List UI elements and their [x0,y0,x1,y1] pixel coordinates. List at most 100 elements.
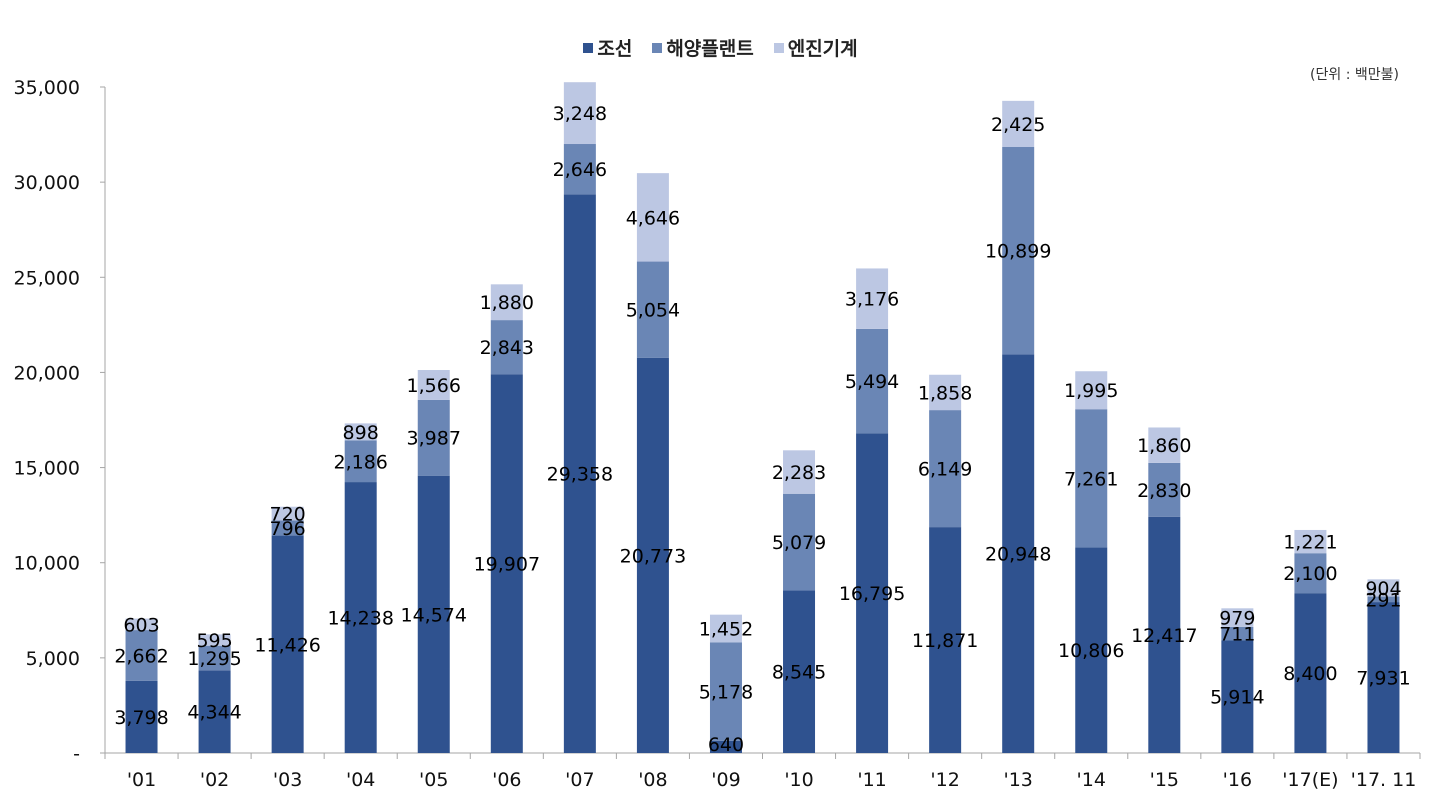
bar-segment [1148,427,1181,463]
bar-segment [271,520,304,536]
bar-segment [417,475,450,753]
x-tick-label: '08 [638,769,667,791]
data-label: 7,931 [1356,668,1410,690]
x-tick-label: '15 [1150,769,1179,791]
data-label: 14,238 [327,608,393,630]
bar-segment [490,320,523,375]
data-label: 720 [270,504,306,526]
unit-label: (단위 : 백만불) [1310,67,1399,83]
bar-segment [1148,462,1181,517]
data-label: 16,795 [839,583,905,605]
bar-segment [1075,409,1108,548]
legend-label: 조선 [597,38,633,60]
data-label: 1,221 [1283,532,1337,554]
bar-segment [783,450,816,494]
bar-stack: 3,798 2,662 603 [114,614,169,753]
bar-stack: 11,871 6,149 1,858 [912,374,978,753]
bar-segment [563,144,596,195]
bar-stack: 20,948 10,899 2,425 [985,100,1051,753]
bar-segment [1367,579,1400,597]
bar-segment [198,645,231,671]
bar-segment [1002,354,1035,753]
data-label: 14,574 [401,604,467,626]
data-label: 796 [270,518,306,540]
bar-segment [198,634,231,646]
bar-segment [929,527,962,753]
x-tick-label: '07 [565,769,594,791]
bar-segment [1075,371,1108,410]
data-label: 8,400 [1283,663,1337,685]
bar-segment [856,328,889,434]
data-label: 5,054 [626,300,680,322]
y-tick-label: - [73,743,80,765]
x-tick-label: '02 [200,769,229,791]
bar-segment [271,506,304,521]
y-tick-label: 30,000 [14,172,80,194]
bar-segment [1221,608,1254,627]
data-label: 11,871 [912,630,978,652]
bar-segment [344,440,377,483]
bar-segment [709,642,742,741]
bar-stack: 19,907 2,843 1,880 [474,284,540,753]
data-label: 603 [123,614,159,636]
bar-segment [1294,529,1327,554]
bar-segment [1002,100,1035,147]
x-tick-label: '01 [127,769,156,791]
bar-segment [563,82,596,145]
x-tick-label: '17(E) [1282,769,1338,791]
bar-segment [709,740,742,753]
x-tick-label: '17. 11 [1351,769,1417,791]
data-label: 4,344 [187,702,241,724]
x-tick-label: '06 [492,769,521,791]
data-label: 3,987 [407,428,461,450]
data-label: 29,358 [547,464,613,486]
legend-swatch-icon [652,42,663,53]
bar-segment [929,374,962,411]
legend-item: 해양플랜트 [652,34,754,61]
bar-segment [1148,516,1181,753]
bar-segment [636,173,669,262]
data-label: 711 [1219,624,1255,646]
data-label: 4,646 [626,207,680,229]
data-label: 8,545 [772,662,826,684]
x-tick-label: '09 [711,769,740,791]
legend-item: 조선 [583,34,632,61]
y-tick-label: 5,000 [26,648,80,670]
data-label: 6,149 [918,459,972,481]
data-label: 19,907 [474,554,540,576]
bar-stack: 14,574 3,987 1,566 [401,370,467,753]
data-label: 3,176 [845,289,899,311]
data-label: 1,295 [187,648,241,670]
data-label: 2,646 [553,159,607,181]
data-label: 1,566 [407,375,461,397]
bar-segment [783,590,816,753]
bar-segment [929,410,962,528]
bar-segment [636,357,669,753]
data-label: 904 [1365,578,1401,600]
bar-stack: 14,238 2,186 898 [327,422,394,753]
data-label: 2,425 [991,114,1045,136]
data-label: 1,995 [1064,380,1118,402]
data-label: 20,773 [620,545,686,567]
bar-segment [1294,553,1327,594]
y-tick-label: 20,000 [14,362,80,384]
bar-segment [856,433,889,753]
chart-legend: 조선 해양플랜트 엔진기계 [0,34,1441,61]
data-label: 595 [196,630,232,652]
data-label: 12,417 [1131,625,1197,647]
x-tick-label: '03 [273,769,302,791]
bar-segment [417,399,450,476]
bar-segment [417,370,450,400]
legend-swatch-icon [583,42,594,53]
bar-segment [1367,602,1400,753]
bar-stack: 10,806 7,261 1,995 [1058,371,1124,753]
data-label: 1,860 [1137,435,1191,457]
bar-segment [1294,593,1327,753]
bar-stack: 16,795 5,494 3,176 [839,268,905,753]
data-label: 7,261 [1064,468,1118,490]
data-label: 2,843 [480,337,534,359]
